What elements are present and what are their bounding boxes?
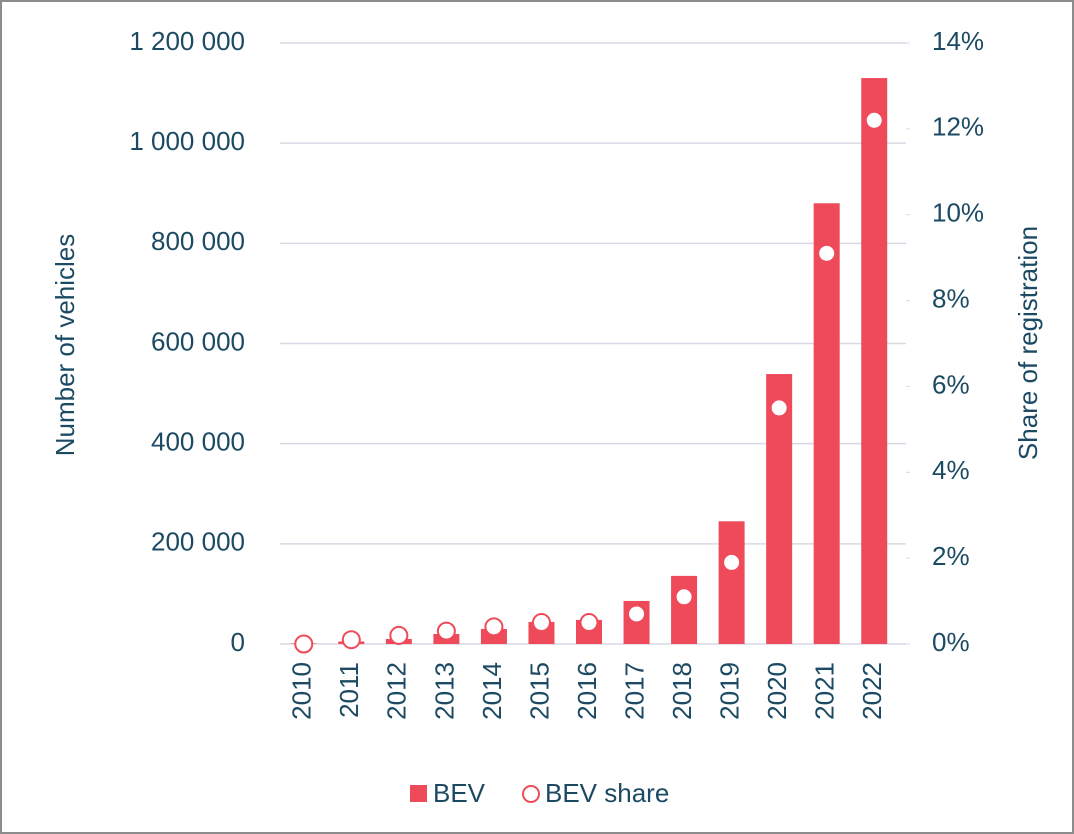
share-marker (436, 621, 456, 641)
x-tick-label: 2017 (619, 662, 649, 720)
share-marker (864, 110, 884, 130)
x-tick-label: 2010 (287, 662, 317, 720)
y2-tick-label: 8% (932, 283, 970, 313)
x-tick-label: 2020 (762, 662, 792, 720)
share-marker (294, 634, 314, 654)
legend-swatch (410, 785, 427, 802)
x-tick-label: 2011 (334, 662, 364, 718)
bar (671, 575, 698, 644)
bar (766, 374, 793, 644)
x-tick-label: 2012 (382, 662, 412, 720)
share-marker (817, 243, 837, 263)
y-tick-label: 800 000 (151, 226, 245, 256)
y-tick-label: 200 000 (151, 527, 245, 557)
bar (861, 78, 888, 644)
legend-label: BEV share (545, 778, 669, 808)
x-tick-label: 2022 (857, 662, 887, 720)
x-tick-label: 2015 (524, 662, 554, 720)
share-marker (531, 613, 551, 633)
y2-tick-label: 12% (932, 112, 984, 142)
share-marker (579, 613, 599, 633)
share-marker (389, 625, 409, 645)
x-tick-label: 2013 (429, 662, 459, 720)
y2-axis-title: Share of registration (1013, 226, 1043, 460)
y2-tick-label: 14% (932, 26, 984, 56)
share-marker (674, 587, 694, 607)
legend-label: BEV (433, 778, 486, 808)
x-tick-label: 2014 (477, 662, 507, 720)
x-tick-label: 2016 (572, 662, 602, 720)
y-tick-label: 0 (231, 627, 245, 657)
legend-swatch (522, 785, 540, 803)
share-marker (769, 398, 789, 418)
x-tick-label: 2021 (810, 662, 840, 720)
y2-tick-label: 4% (932, 455, 970, 485)
x-tick-label: 2019 (714, 662, 744, 720)
y-axis-title: Number of vehicles (50, 234, 80, 457)
x-tick-label: 2018 (667, 662, 697, 720)
y-tick-label: 1 200 000 (129, 26, 245, 56)
y2-tick-label: 2% (932, 541, 970, 571)
y-tick-label: 400 000 (151, 427, 245, 457)
share-marker (484, 617, 504, 637)
y2-tick-label: 10% (932, 198, 984, 228)
bar (718, 521, 745, 644)
y-tick-label: 1 000 000 (129, 126, 245, 156)
share-marker (341, 630, 361, 650)
y-tick-label: 600 000 (151, 326, 245, 356)
y2-tick-label: 0% (932, 627, 970, 657)
y2-tick-label: 6% (932, 369, 970, 399)
share-marker (722, 552, 742, 572)
bar (813, 203, 840, 644)
share-marker (627, 604, 647, 624)
